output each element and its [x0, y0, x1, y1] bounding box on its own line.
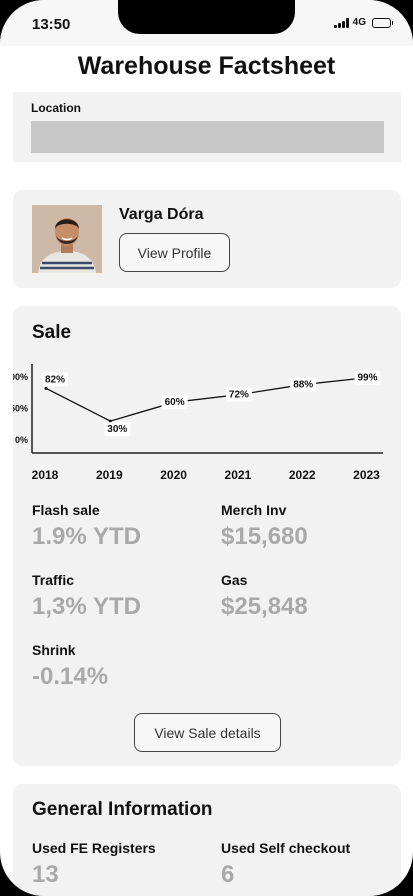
page-title: Warehouse Factsheet [77, 52, 336, 80]
chart-data-label: 82% [45, 374, 65, 385]
metric-value-shrink: -0.14% [32, 663, 109, 690]
location-input[interactable] [31, 121, 384, 153]
battery-icon [372, 17, 393, 28]
location-label: Location [31, 101, 81, 115]
network-label: 4G [352, 17, 366, 28]
metric-label-flash-sale: Flash sale [32, 502, 100, 518]
chart-data-point [108, 419, 112, 423]
status-indicators: 4G [333, 17, 393, 28]
chart-x-tick-label: 2021 [225, 468, 252, 482]
camera-notch [118, 0, 295, 34]
info-label-self-checkout: Used Self checkout [221, 840, 351, 856]
chart-data-label-bg [354, 370, 381, 385]
sale-card: Sale 100% 50% 0% 82% 30% 60% 72% 88% 99% 2018 2019… [13, 306, 401, 766]
metric-label-gas: Gas [221, 572, 248, 588]
sale-line-chart: 100% 50% 0% 82% 30% 60% 72% 88% 99% 2018 2019 2020 2… [13, 364, 383, 482]
chart-data-label-bg [290, 377, 317, 392]
chart-data-label: 99% [357, 373, 377, 384]
avatar-image [32, 205, 102, 273]
chart-data-label-bg [104, 422, 131, 437]
metric-label-shrink: Shrink [32, 642, 76, 658]
chart-data-label: 30% [107, 424, 127, 435]
info-label-fe-registers: Used FE Registers [32, 840, 156, 856]
chart-data-label-bg [42, 372, 68, 387]
view-profile-button[interactable]: View Profile [119, 233, 230, 272]
profile-card: Varga Dóra View Profile [13, 190, 401, 288]
chart-data-label-bg [225, 387, 252, 402]
chart-x-tick-label: 2023 [353, 468, 380, 482]
metric-value-gas: $25,848 [221, 593, 308, 620]
profile-name: Varga Dóra [119, 206, 204, 223]
chart-x-tick-label: 2019 [96, 468, 123, 482]
signal-icon [333, 17, 349, 28]
chart-y-tick-label: 100% [13, 372, 28, 382]
metric-label-traffic: Traffic [32, 572, 75, 588]
general-info-card: General Information Used FE Registers 13… [13, 784, 401, 896]
view-sale-details-button[interactable]: View Sale details [134, 713, 281, 752]
chart-data-point [44, 386, 48, 390]
chart-data-label: 72% [229, 390, 249, 401]
location-section: Location [13, 92, 401, 162]
status-time: 13:50 [32, 16, 71, 33]
metric-value-merch-inv: $15,680 [221, 523, 308, 550]
info-value-fe-registers: 13 [32, 861, 59, 888]
avatar [32, 205, 102, 273]
metric-label-merch-inv: Merch Inv [221, 502, 287, 518]
chart-data-label: 60% [165, 397, 185, 408]
chart-data-label: 88% [293, 380, 313, 391]
info-value-self-checkout: 6 [221, 861, 235, 888]
chart-x-tick-label: 2018 [32, 468, 59, 482]
chart-series-line [45, 376, 368, 422]
metric-value-flash-sale: 1.9% YTD [32, 523, 141, 550]
chart-x-tick-label: 2022 [289, 468, 316, 482]
chart-y-tick-label: 50% [13, 404, 28, 414]
chart-data-label-bg [161, 395, 188, 410]
chart-x-tick-label: 2020 [160, 468, 187, 482]
sale-title: Sale [32, 322, 72, 343]
chart-y-tick-label: 0% [15, 435, 28, 445]
metric-value-traffic: 1,3% YTD [32, 593, 141, 620]
general-info-title: General Information [32, 799, 213, 820]
